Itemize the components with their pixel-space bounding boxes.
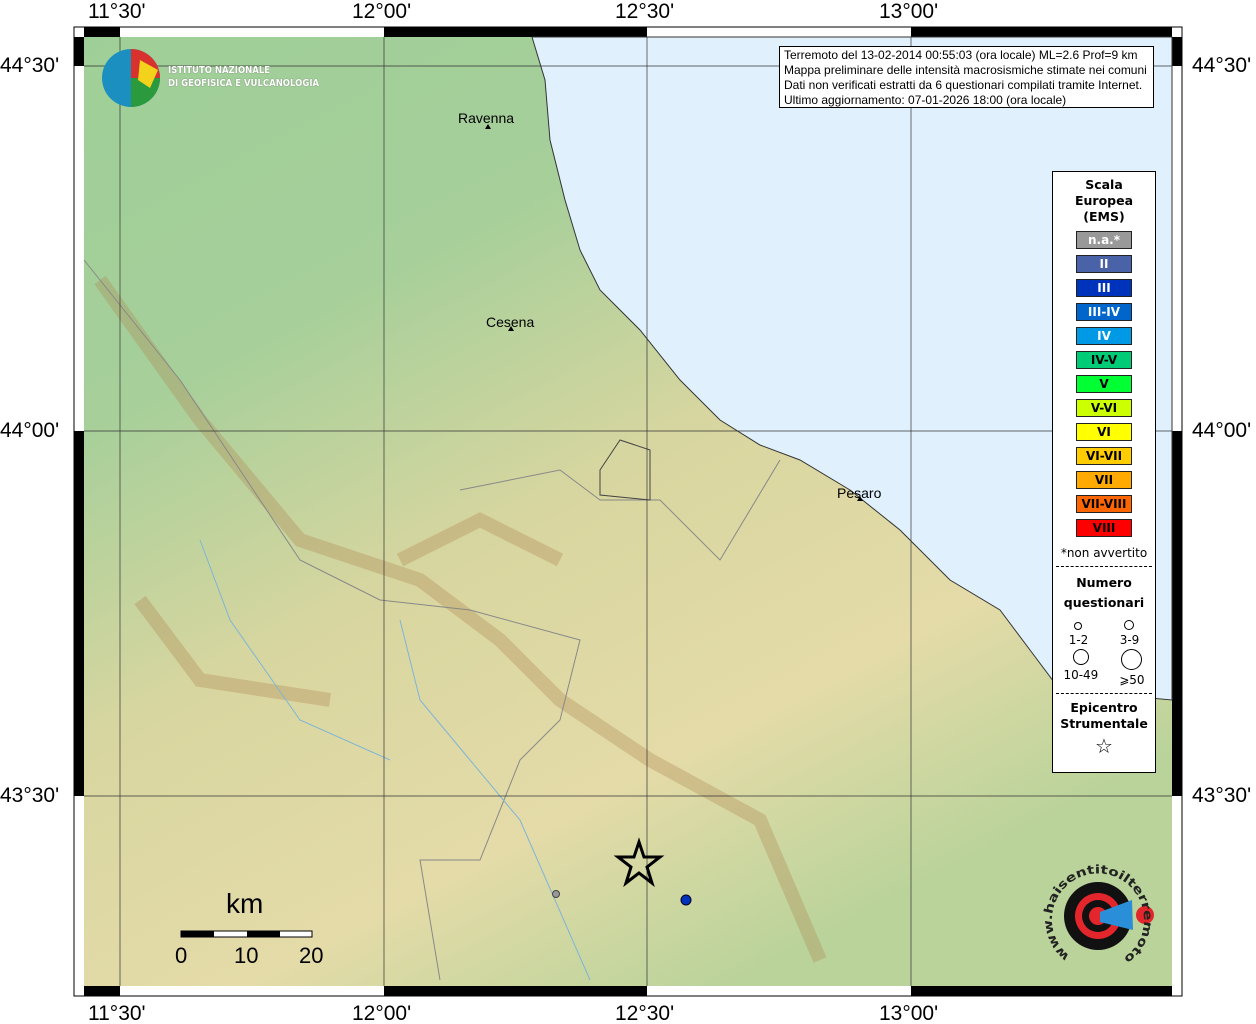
legend-title-line: Scala — [1085, 177, 1123, 192]
legend-swatch: VII — [1076, 471, 1132, 489]
count-label: ⩾50 — [1119, 673, 1145, 687]
lon-tick-bottom: 12°00' — [352, 1002, 412, 1024]
info-line: Mappa preliminare delle intensità macros… — [784, 63, 1147, 77]
legend-swatch: VI-VII — [1076, 447, 1132, 465]
legend-swatch: VI — [1076, 423, 1132, 441]
intensity-swatches: n.a.* II III III-IV IV IV-V V V-VI VI VI-VII VII VI… — [1053, 231, 1155, 537]
info-line: Terremoto del 13-02-2014 00:55:03 (ora l… — [784, 48, 1138, 62]
circle-xlarge-icon — [1121, 649, 1143, 670]
legend-swatch: VIII — [1076, 519, 1132, 537]
count-label: 1-2 — [1068, 633, 1089, 647]
legend-divider — [1056, 693, 1152, 694]
city-markers — [485, 124, 863, 501]
legend-swatch: IV-V — [1076, 351, 1132, 369]
epicenter-star-icon[interactable] — [613, 837, 665, 888]
lat-tick-left: 44°00' — [0, 419, 60, 442]
graticule — [84, 37, 1172, 986]
lon-tick-top: 13°00' — [879, 0, 939, 23]
epi-title-line: Epicentro — [1070, 700, 1138, 715]
legend-swatch: V-VI — [1076, 399, 1132, 417]
city-label: Ravenna — [458, 110, 515, 126]
lat-tick-left: 44°30' — [0, 54, 60, 77]
lat-tick-right: 44°00' — [1192, 419, 1252, 442]
scale-label: 10 — [234, 943, 259, 968]
circle-small-icon — [1074, 622, 1083, 630]
lon-tick-top: 12°00' — [352, 0, 412, 23]
legend-swatch: II — [1076, 255, 1132, 273]
legend-swatch: n.a.* — [1076, 231, 1132, 249]
legend-swatch: III-IV — [1076, 303, 1132, 321]
map-frame — [74, 27, 1182, 996]
rivers — [199, 539, 591, 981]
circle-large-icon — [1072, 649, 1089, 665]
lon-tick-top: 11°30' — [88, 0, 146, 23]
legend-swatch: IV — [1076, 327, 1132, 345]
lat-tick-right: 43°30' — [1192, 784, 1252, 807]
logo-line: DI GEOFISICA E VULCANOLOGIA — [168, 78, 320, 89]
lat-tick-right: 44°30' — [1192, 54, 1252, 77]
scale-label: 0 — [175, 943, 188, 968]
info-line: Dati non verificati estratti da 6 questi… — [784, 78, 1143, 92]
lon-tick-bottom: 12°30' — [615, 1002, 675, 1024]
epicenter-title: Epicentro Strumentale — [1053, 700, 1155, 732]
legend-note: *non avvertito — [1060, 546, 1148, 560]
observation-marker[interactable] — [680, 894, 692, 906]
circle-medium-icon — [1124, 620, 1135, 630]
count-row: 10-49 ⩾50 — [1053, 649, 1155, 687]
lon-tick-bottom: 11°30' — [88, 1002, 146, 1024]
ingv-logo-text: ISTITUTO NAZIONALE DI GEOFISICA E VULCAN… — [168, 64, 319, 90]
legend-title-line: Europea — [1074, 193, 1134, 208]
event-info-box: Terremoto del 13-02-2014 00:55:03 (ora l… — [779, 46, 1154, 108]
epi-title-line: Strumentale — [1060, 716, 1148, 731]
count-label: 3-9 — [1119, 633, 1140, 647]
count-title-line: Numero — [1076, 575, 1132, 590]
city-label: Pesaro — [837, 485, 882, 501]
city-label: Cesena — [486, 314, 535, 330]
boundaries — [83, 259, 781, 981]
count-label: 10-49 — [1063, 668, 1099, 682]
scale-bar — [180, 930, 313, 938]
legend-swatch: III — [1076, 279, 1132, 297]
legend-divider — [1056, 566, 1152, 567]
star-icon: ☆ — [1095, 734, 1113, 758]
legend-swatch: VII-VIII — [1076, 495, 1132, 513]
legend-title-line: (EMS) — [1083, 209, 1125, 224]
logo-line: ISTITUTO NAZIONALE — [168, 65, 271, 76]
lon-tick-bottom: 13°00' — [879, 1002, 939, 1024]
scale-label: 20 — [299, 943, 324, 968]
ingv-logo-globe — [102, 49, 160, 107]
legend: Scala Europea (EMS) n.a.* II III III-IV IV IV… — [1052, 171, 1156, 773]
count-row: 1-2 3-9 — [1053, 619, 1155, 647]
observation-marker[interactable] — [552, 890, 560, 898]
legend-swatch: V — [1076, 375, 1132, 393]
legend-title: Scala Europea (EMS) — [1053, 177, 1155, 225]
info-line: Ultimo aggiornamento: 07-01-2026 18:00 (… — [784, 93, 1067, 107]
lon-tick-top: 12°30' — [615, 0, 675, 23]
count-title-line: questionari — [1063, 595, 1145, 610]
count-title: Numero questionari — [1053, 573, 1155, 613]
lat-tick-left: 43°30' — [0, 784, 60, 807]
scale-unit: km — [226, 888, 264, 919]
